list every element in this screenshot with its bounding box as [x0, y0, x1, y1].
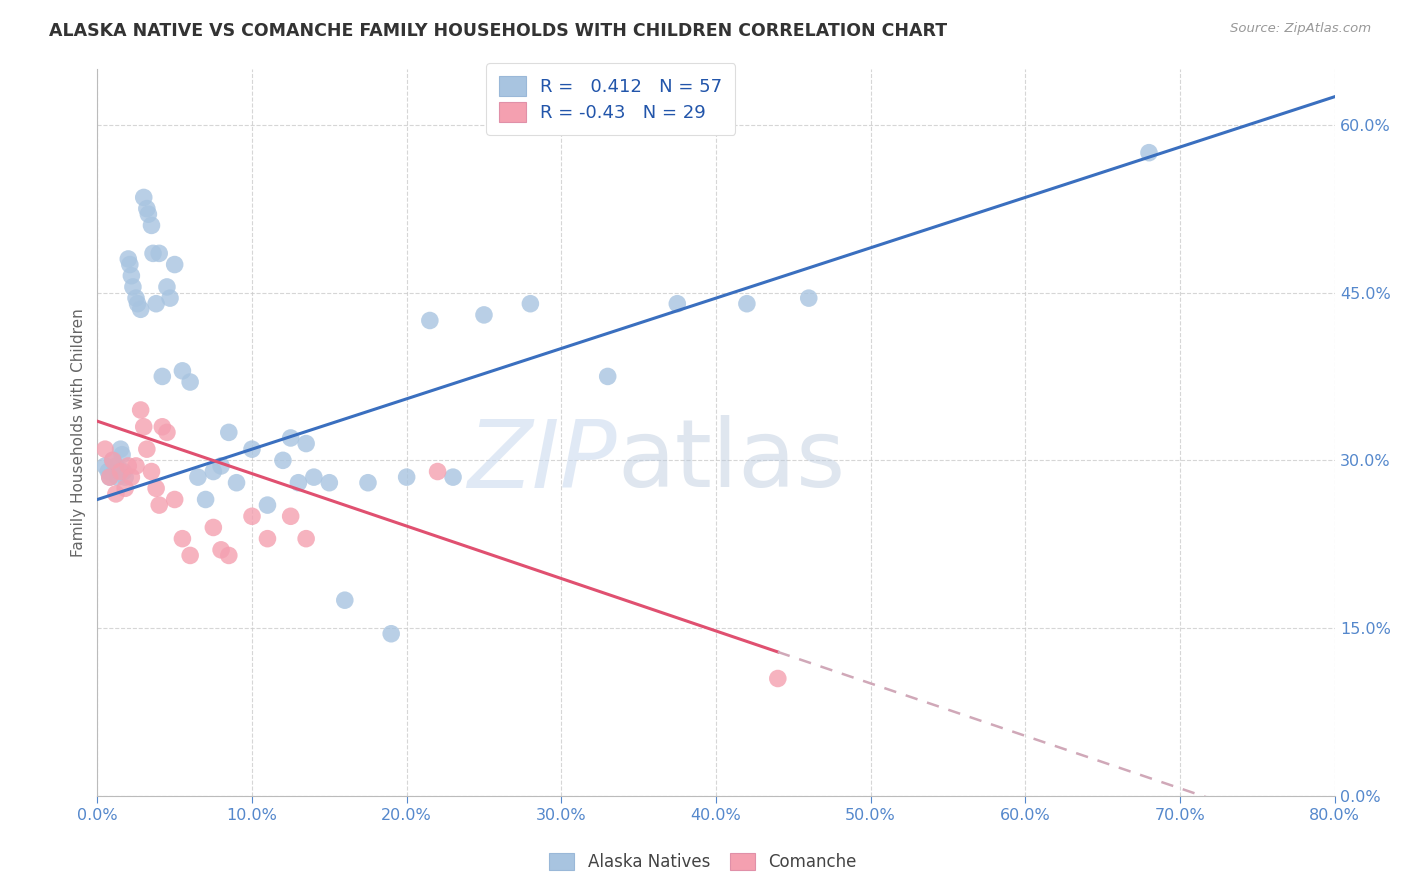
Point	[156, 425, 179, 440]
Point	[797, 291, 820, 305]
Point	[240, 442, 263, 457]
Point	[218, 549, 240, 563]
Point	[295, 532, 318, 546]
Point	[271, 453, 294, 467]
Point	[148, 498, 170, 512]
Point	[101, 453, 124, 467]
Point	[472, 308, 495, 322]
Point	[117, 252, 139, 266]
Point	[97, 465, 120, 479]
Point	[187, 470, 209, 484]
Point	[596, 369, 619, 384]
Legend: Alaska Natives, Comanche: Alaska Natives, Comanche	[541, 845, 865, 880]
Point	[179, 375, 201, 389]
Point	[125, 458, 148, 473]
Point	[172, 364, 194, 378]
Point	[441, 470, 464, 484]
Point	[114, 481, 136, 495]
Point	[766, 672, 789, 686]
Point	[209, 542, 232, 557]
Point	[150, 369, 173, 384]
Point	[666, 296, 689, 310]
Point	[104, 487, 127, 501]
Y-axis label: Family Households with Children: Family Households with Children	[72, 308, 86, 557]
Point	[98, 470, 121, 484]
Point	[104, 458, 127, 473]
Text: ZIP: ZIP	[467, 416, 617, 507]
Point	[120, 470, 142, 484]
Point	[225, 475, 247, 490]
Point	[110, 442, 132, 457]
Point	[150, 419, 173, 434]
Point	[127, 296, 149, 310]
Point	[129, 302, 152, 317]
Point	[419, 313, 441, 327]
Point	[94, 442, 117, 457]
Point	[318, 475, 340, 490]
Point	[117, 458, 139, 473]
Legend: R =   0.412   N = 57, R = -0.43   N = 29: R = 0.412 N = 57, R = -0.43 N = 29	[486, 63, 735, 135]
Point	[179, 549, 201, 563]
Point	[395, 470, 418, 484]
Point	[125, 291, 148, 305]
Point	[1137, 145, 1160, 160]
Point	[333, 593, 356, 607]
Point	[735, 296, 758, 310]
Point	[202, 520, 225, 534]
Point	[129, 403, 152, 417]
Text: ALASKA NATIVE VS COMANCHE FAMILY HOUSEHOLDS WITH CHILDREN CORRELATION CHART: ALASKA NATIVE VS COMANCHE FAMILY HOUSEHO…	[49, 22, 948, 40]
Point	[107, 470, 129, 484]
Point	[295, 436, 318, 450]
Point	[111, 448, 134, 462]
Point	[426, 465, 449, 479]
Point	[172, 532, 194, 546]
Point	[110, 465, 132, 479]
Point	[209, 458, 232, 473]
Text: Source: ZipAtlas.com: Source: ZipAtlas.com	[1230, 22, 1371, 36]
Point	[142, 246, 165, 260]
Point	[138, 207, 160, 221]
Point	[357, 475, 380, 490]
Point	[145, 296, 167, 310]
Point	[194, 492, 217, 507]
Point	[141, 465, 163, 479]
Point	[302, 470, 325, 484]
Point	[118, 258, 141, 272]
Point	[135, 202, 157, 216]
Point	[280, 509, 302, 524]
Point	[519, 296, 541, 310]
Point	[112, 465, 135, 479]
Text: atlas: atlas	[617, 416, 845, 508]
Point	[256, 498, 278, 512]
Point	[280, 431, 302, 445]
Point	[141, 219, 163, 233]
Point	[163, 492, 186, 507]
Point	[98, 470, 121, 484]
Point	[159, 291, 181, 305]
Point	[145, 481, 167, 495]
Point	[132, 190, 155, 204]
Point	[256, 532, 278, 546]
Point	[202, 465, 225, 479]
Point	[135, 442, 157, 457]
Point	[240, 509, 263, 524]
Point	[101, 453, 124, 467]
Point	[94, 458, 117, 473]
Point	[218, 425, 240, 440]
Point	[122, 280, 145, 294]
Point	[114, 470, 136, 484]
Point	[148, 246, 170, 260]
Point	[156, 280, 179, 294]
Point	[132, 419, 155, 434]
Point	[120, 268, 142, 283]
Point	[287, 475, 309, 490]
Point	[163, 258, 186, 272]
Point	[380, 626, 402, 640]
